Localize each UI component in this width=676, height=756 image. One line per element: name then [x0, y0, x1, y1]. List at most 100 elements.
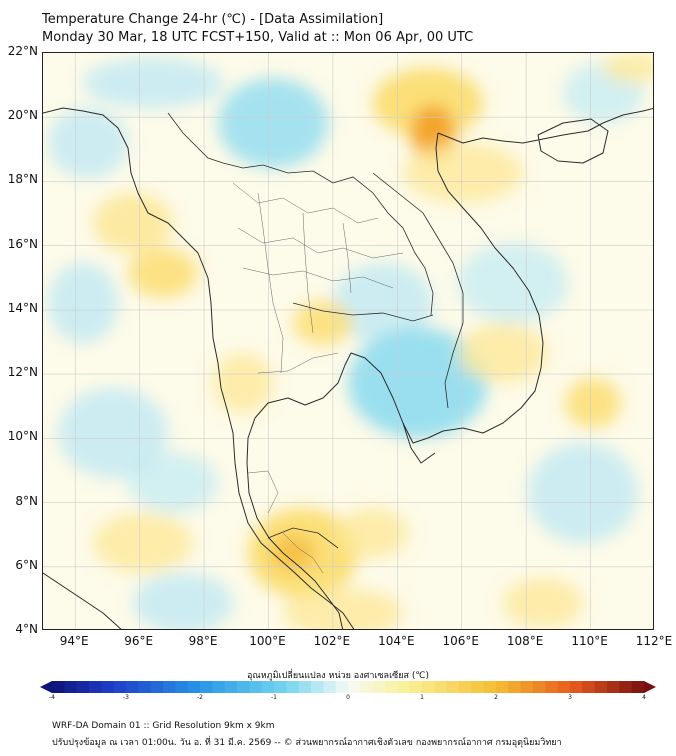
colorbar-swatch — [175, 681, 189, 693]
colorbar-swatch — [89, 681, 102, 693]
warm-blob — [213, 353, 273, 413]
colorbar-swatch — [261, 681, 275, 693]
colorbar-max-arrow — [644, 681, 656, 693]
hainan-island — [537, 118, 609, 164]
cool-blob — [48, 263, 118, 343]
latitude-tick-label: 14°N — [7, 300, 38, 315]
myanmar-border — [167, 112, 224, 164]
temperature-field — [48, 53, 653, 629]
latitude-tick-label: 4°N — [15, 622, 38, 636]
colorbar-swatch — [126, 681, 139, 693]
colorbar-swatch — [570, 681, 583, 693]
colorbar-swatch — [323, 681, 337, 693]
mainland-coast — [43, 107, 355, 629]
colorbar-swatch — [200, 681, 213, 693]
colorbar-swatch — [483, 681, 497, 693]
cool-blob — [218, 78, 328, 168]
longitude-tick-label: 110°E — [571, 634, 608, 648]
footer-model-info: WRF-DA Domain 01 :: Grid Resolution 9km … — [52, 721, 275, 731]
longitude-tick-label: 100°E — [249, 634, 286, 648]
latitude-tick-label: 22°N — [7, 44, 38, 58]
colorbar-tick-label: -4 — [49, 694, 55, 701]
latitude-tick-label: 20°N — [7, 108, 38, 123]
colorbar-tick-label: -1 — [271, 694, 277, 701]
colorbar-swatch — [582, 681, 596, 693]
colorbar-swatch — [138, 681, 152, 693]
warm-blob — [603, 53, 653, 83]
colorbar-tick-label: -3 — [123, 694, 129, 701]
colorbar-swatch — [249, 681, 263, 693]
colorbar-tick-label: 3 — [568, 694, 572, 701]
colorbar — [40, 681, 656, 693]
colorbar-swatch — [409, 681, 423, 693]
colorbar-title: อุณหภูมิเปลี่ยนแปลง หน่วย องศาเซลเซียส (… — [246, 671, 430, 681]
colorbar-tick-label: 4 — [642, 694, 646, 701]
longitude-tick-label: 96°E — [124, 634, 154, 648]
colorbar-swatch — [360, 681, 374, 693]
colorbar-swatch — [508, 681, 522, 693]
colorbar-swatch — [594, 681, 608, 693]
thai-cambodia-border — [292, 302, 434, 322]
colorbar-swatch — [224, 681, 238, 693]
colorbar-swatch — [459, 681, 472, 693]
latitude-tick-label: 10°N — [7, 429, 38, 444]
colorbar-swatch — [113, 681, 127, 693]
graticule — [43, 53, 653, 629]
colorbar-min-arrow — [40, 681, 52, 693]
colorbar-swatch — [311, 681, 324, 693]
malaysia-border — [267, 527, 339, 549]
colorbar-swatch — [348, 681, 361, 693]
colorbar-swatch — [397, 681, 411, 693]
colorbar-swatch — [422, 681, 435, 693]
latitude-tick-label: 18°N — [7, 172, 38, 187]
vietnam-border — [372, 172, 464, 409]
colorbar-tick-label: 1 — [420, 694, 424, 701]
longitude-tick-label: 112°E — [635, 634, 673, 648]
longitude-tick-label: 94°E — [59, 634, 89, 648]
colorbar-swatch — [101, 681, 115, 693]
colorbar-swatch — [286, 681, 300, 693]
warm-blob — [503, 578, 583, 628]
chart-subtitle: Monday 30 Mar, 18 UTC FCST+150, Valid at… — [42, 30, 474, 45]
cool-blob — [458, 243, 568, 323]
warm-blob — [373, 68, 483, 138]
thai-laos-border — [222, 162, 434, 316]
warm-blob — [93, 513, 193, 573]
warm-blob — [458, 323, 548, 383]
cool-blob — [528, 443, 638, 543]
cool-blob — [83, 58, 223, 108]
gulf-coast — [246, 132, 544, 629]
chart-title: Temperature Change 24-hr (℃) - [Data Ass… — [42, 12, 384, 27]
country-borders — [167, 112, 464, 549]
china-coast — [437, 107, 653, 144]
longitude-tick-label: 108°E — [506, 634, 544, 648]
latitude-tick-label: 8°N — [15, 493, 38, 508]
warm-blob — [338, 508, 408, 558]
colorbar-tick-label: -2 — [197, 694, 203, 701]
province-borders — [232, 182, 404, 574]
colorbar-swatch — [163, 681, 176, 693]
cool-blob — [58, 388, 168, 478]
coastlines — [43, 107, 653, 629]
colorbar-swatch — [372, 681, 386, 693]
colorbar-swatch — [471, 681, 485, 693]
colorbar-swatch — [298, 681, 312, 693]
cool-blob — [333, 263, 433, 343]
colorbar-swatch — [237, 681, 250, 693]
colorbar-swatch — [619, 681, 633, 693]
colorbar-swatch — [187, 681, 201, 693]
hot-core — [271, 535, 315, 571]
map-canvas — [43, 53, 653, 629]
map-panel[interactable] — [42, 52, 654, 630]
longitude-tick-label: 106°E — [442, 634, 479, 648]
colorbar-swatch — [446, 681, 460, 693]
warm-blob — [403, 143, 523, 203]
colorbar-swatch — [385, 681, 398, 693]
colorbar-swatch — [557, 681, 571, 693]
colorbar-swatch — [274, 681, 287, 693]
cool-blob — [128, 453, 218, 513]
warm-blob — [93, 193, 173, 253]
cool-blob — [48, 108, 128, 178]
colorbar-swatch — [434, 681, 448, 693]
colorbar-swatch — [631, 681, 645, 693]
